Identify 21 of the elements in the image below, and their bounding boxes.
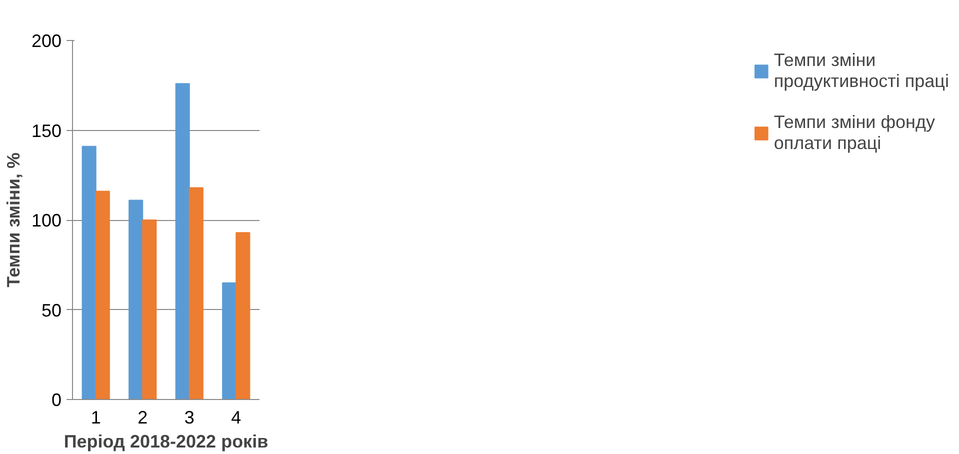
y-tick-label: 150: [31, 120, 62, 141]
bar: [82, 146, 96, 400]
y-tick-label: 0: [51, 390, 62, 410]
bar: [142, 220, 157, 400]
x-axis-title: Період 2018-2022 років: [64, 432, 268, 452]
x-tick-label: 1: [90, 408, 101, 428]
legend-label: Темпи зміни фонду оплати праці: [774, 112, 935, 154]
bar: [175, 83, 190, 400]
x-tick-label: 2: [138, 408, 148, 428]
y-tick-label: 50: [41, 300, 62, 320]
bar: [222, 282, 237, 400]
y-tick-label: 200: [31, 31, 62, 51]
x-tick-label: 4: [231, 408, 242, 428]
y-axis-title: Темпи зміни, %: [3, 152, 24, 288]
legend-label: Темпи зміни продуктивності праці: [774, 50, 949, 92]
y-tick-label: 100: [31, 210, 62, 230]
bar: [128, 200, 144, 400]
bar: [95, 190, 110, 400]
x-tick-label: 3: [184, 408, 194, 428]
bar: [236, 232, 250, 400]
bar: [188, 187, 204, 400]
